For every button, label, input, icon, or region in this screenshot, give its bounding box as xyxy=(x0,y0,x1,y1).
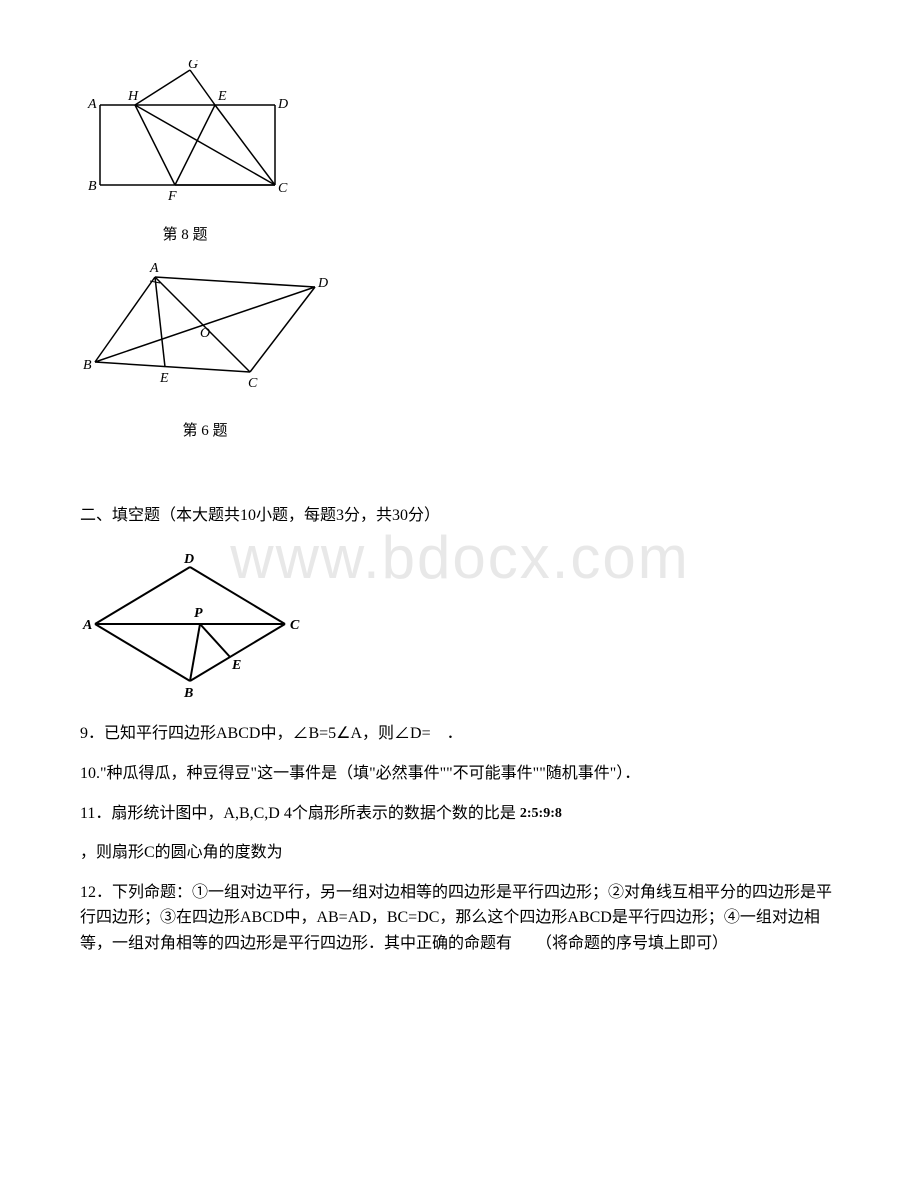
figure-6: A B C D E O 第 6 题 xyxy=(80,257,840,444)
figure-8-caption: 第 8 题 xyxy=(80,223,290,247)
fig8-label-G: G xyxy=(188,60,198,72)
question-11-ratio: 2:5:9:8 xyxy=(520,806,562,821)
figure-8-svg: A B C D E F G H xyxy=(80,60,290,210)
figR-label-A: A xyxy=(82,618,92,633)
question-9: 9．已知平行四边形ABCD中，∠B=5∠A，则∠D= ． xyxy=(80,721,840,747)
figure-rhombus-svg: A B C D P E xyxy=(80,549,310,699)
question-11-part-b: ，则扇形C的圆心角的度数为 xyxy=(80,840,840,866)
question-10: 10."种瓜得瓜，种豆得豆"这一事件是（填"必然事件""不可能事件""随机事件"… xyxy=(80,761,840,787)
section-title: 二、填空题（本大题共10小题，每题3分，共30分） xyxy=(80,503,840,529)
question-12: 12．下列命题：①一组对边平行，另一组对边相等的四边形是平行四边形；②对角线互相… xyxy=(80,880,840,957)
fig6-label-E: E xyxy=(159,371,169,386)
figR-label-C: C xyxy=(290,618,300,633)
fig8-label-F: F xyxy=(167,189,177,204)
fig8-label-H: H xyxy=(127,89,139,104)
fig8-label-C: C xyxy=(278,181,288,196)
fig6-label-O: O xyxy=(200,326,210,341)
fig8-label-B: B xyxy=(88,179,97,194)
fig8-label-D: D xyxy=(277,97,288,112)
figure-6-caption: 第 6 题 xyxy=(80,419,330,443)
page-content: A B C D E F G H 第 8 题 A B C xyxy=(80,60,840,957)
fig8-label-E: E xyxy=(217,89,227,104)
fig6-label-C: C xyxy=(248,376,258,391)
figR-label-D: D xyxy=(183,552,194,567)
figure-6-svg: A B C D E O xyxy=(80,257,330,407)
figR-label-P: P xyxy=(194,606,203,621)
question-11: 11．扇形统计图中，A,B,C,D 4个扇形所表示的数据个数的比是 2:5:9:… xyxy=(80,801,840,827)
question-11-part-a: 11．扇形统计图中，A,B,C,D 4个扇形所表示的数据个数的比是 xyxy=(80,805,516,822)
figure-8: A B C D E F G H 第 8 题 xyxy=(80,60,840,247)
figure-rhombus: A B C D P E xyxy=(80,549,840,708)
figR-label-E: E xyxy=(231,658,241,673)
fig8-label-A: A xyxy=(87,97,97,112)
fig6-label-D: D xyxy=(317,276,328,291)
figR-label-B: B xyxy=(183,686,193,699)
fig6-label-B: B xyxy=(83,358,92,373)
fig6-label-A: A xyxy=(149,261,159,276)
